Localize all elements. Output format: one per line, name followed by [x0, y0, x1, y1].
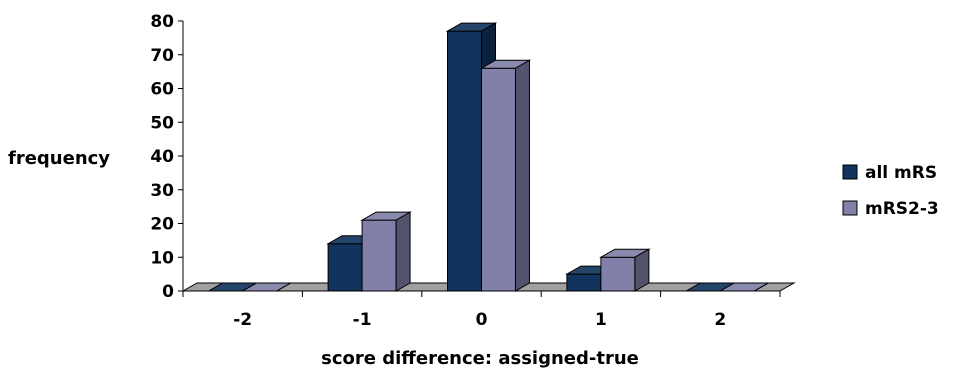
- legend-item: mRS2-3: [842, 199, 939, 219]
- bar-mrs2-3--1: [360, 211, 412, 292]
- legend-swatch: [842, 200, 858, 216]
- bar-side: [276, 282, 291, 292]
- x-tick-label: 0: [476, 310, 488, 330]
- legend-swatch: [842, 164, 858, 180]
- bar-front: [481, 67, 516, 292]
- legend-item: all mRS: [842, 163, 937, 183]
- bar-side: [515, 59, 530, 292]
- y-tick-label: 10: [150, 248, 174, 268]
- bar-front: [600, 256, 636, 292]
- legend-label: mRS2-3: [865, 199, 939, 219]
- bar-front: [327, 243, 363, 292]
- y-tick-label: 20: [150, 215, 174, 235]
- y-tick-label: 70: [150, 46, 174, 66]
- bars: [206, 22, 771, 292]
- bar-mrs2-3-1: [599, 248, 651, 292]
- y-tick-label: 0: [162, 282, 174, 302]
- x-tick-label: -1: [353, 310, 372, 330]
- x-tick-label: 2: [714, 310, 726, 330]
- bar-side: [754, 282, 769, 292]
- y-tick-label: 60: [150, 80, 174, 100]
- axes: 0 10 20 30 40 50 60 70 80 -2 -1 0 1 2: [150, 12, 781, 330]
- bar-mrs2-3-0: [479, 59, 532, 292]
- legend: all mRS mRS2-3: [842, 163, 939, 219]
- y-tick-label: 40: [150, 147, 174, 167]
- y-axis-title: frequency: [8, 148, 110, 169]
- y-tick-label: 50: [150, 113, 174, 133]
- bar-front: [361, 219, 397, 292]
- bar-front: [566, 273, 602, 292]
- x-tick-label: 1: [595, 310, 607, 330]
- x-axis-title: score difference: assigned-true: [321, 348, 639, 369]
- y-tick-label: 30: [150, 181, 174, 201]
- bar-side: [634, 248, 650, 292]
- bar-front: [447, 30, 482, 292]
- y-tick-label: 80: [150, 12, 174, 32]
- bar-side: [395, 211, 411, 292]
- x-tick-label: -2: [233, 310, 252, 330]
- legend-label: all mRS: [865, 163, 937, 183]
